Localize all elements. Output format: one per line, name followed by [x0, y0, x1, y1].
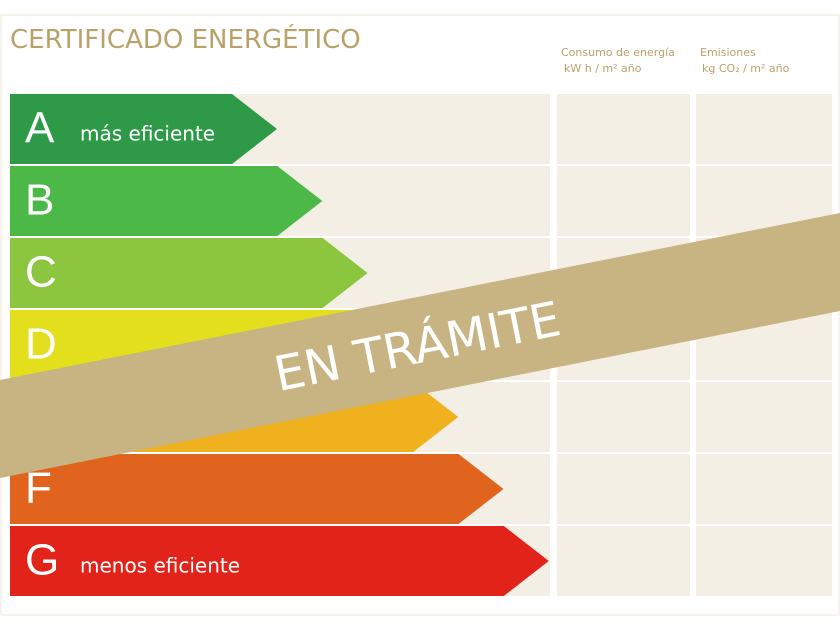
rating-letter: A	[25, 104, 55, 153]
rating-letter: C	[25, 248, 57, 297]
cell	[557, 166, 690, 236]
cell	[557, 526, 690, 596]
cell	[696, 454, 832, 524]
column-header: Consumo de energía	[561, 46, 675, 59]
column-unit: kg CO₂ / m² año	[702, 62, 790, 75]
rating-letter: G	[25, 536, 59, 585]
rating-label: más eficiente	[80, 122, 215, 146]
cell	[557, 94, 690, 164]
cell	[696, 382, 832, 452]
cell	[696, 526, 832, 596]
title: CERTIFICADO ENERGÉTICO	[10, 23, 361, 55]
cell	[696, 94, 832, 164]
rating-label: menos eficiente	[80, 554, 240, 578]
rating-letter: B	[25, 176, 54, 225]
rating-arrow	[10, 238, 368, 308]
cell	[557, 454, 690, 524]
cell	[557, 382, 690, 452]
rating-letter: D	[25, 320, 57, 369]
rating-arrow	[10, 526, 549, 596]
rating-arrow	[10, 166, 323, 236]
rating-arrow	[10, 454, 504, 524]
stamp-band	[0, 213, 840, 478]
rating-arrow	[10, 94, 277, 164]
column-header: Emisiones	[700, 46, 756, 59]
column-unit: kW h / m² año	[564, 62, 642, 75]
